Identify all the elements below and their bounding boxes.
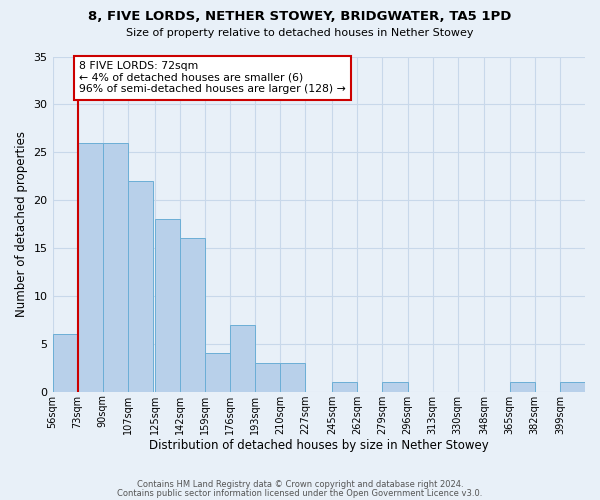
Text: Contains public sector information licensed under the Open Government Licence v3: Contains public sector information licen…	[118, 489, 482, 498]
Bar	[509, 382, 535, 392]
Bar	[205, 354, 230, 392]
Bar	[77, 142, 103, 392]
Bar	[155, 220, 180, 392]
Text: Contains HM Land Registry data © Crown copyright and database right 2024.: Contains HM Land Registry data © Crown c…	[137, 480, 463, 489]
Bar	[280, 363, 305, 392]
X-axis label: Distribution of detached houses by size in Nether Stowey: Distribution of detached houses by size …	[149, 440, 488, 452]
Bar	[128, 181, 153, 392]
Bar	[560, 382, 585, 392]
Text: 8, FIVE LORDS, NETHER STOWEY, BRIDGWATER, TA5 1PD: 8, FIVE LORDS, NETHER STOWEY, BRIDGWATER…	[88, 10, 512, 23]
Bar	[332, 382, 357, 392]
Y-axis label: Number of detached properties: Number of detached properties	[15, 131, 28, 317]
Bar	[255, 363, 280, 392]
Text: Size of property relative to detached houses in Nether Stowey: Size of property relative to detached ho…	[126, 28, 474, 38]
Bar	[180, 238, 205, 392]
Bar	[103, 142, 128, 392]
Text: 8 FIVE LORDS: 72sqm
← 4% of detached houses are smaller (6)
96% of semi-detached: 8 FIVE LORDS: 72sqm ← 4% of detached hou…	[79, 62, 346, 94]
Bar	[230, 324, 255, 392]
Bar	[53, 334, 77, 392]
Bar	[382, 382, 407, 392]
